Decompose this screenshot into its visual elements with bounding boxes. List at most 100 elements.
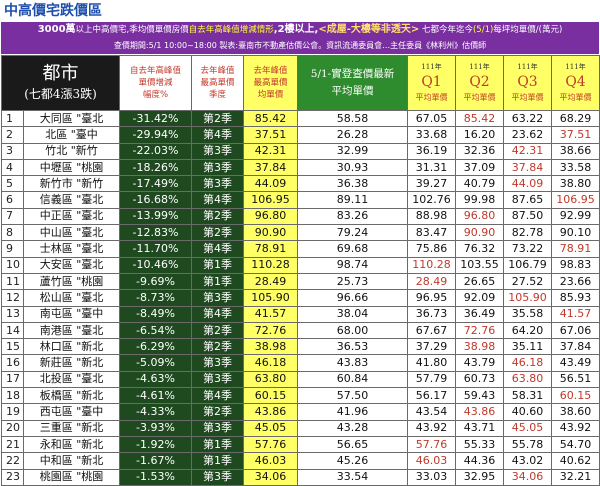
cell-q2: 38.98 bbox=[455, 338, 505, 356]
cell-q1: 28.49 bbox=[407, 272, 457, 291]
header-drop-1: 自去年高峰值 bbox=[130, 66, 182, 76]
cell-idx: 18 bbox=[1, 387, 24, 405]
cell-season: 第4季 bbox=[191, 305, 245, 323]
cell-drop: -4.63% bbox=[119, 370, 193, 389]
cell-q3: 44.09 bbox=[503, 175, 553, 193]
header-peak-2: 最高單價 bbox=[253, 78, 288, 88]
cell-q1: 33.68 bbox=[407, 126, 457, 144]
cell-idx: 2 bbox=[1, 126, 24, 144]
cell-drop: -9.69% bbox=[119, 272, 193, 291]
cell-drop: -13.99% bbox=[119, 207, 193, 226]
cell-name: 大同區 "臺北 bbox=[22, 109, 121, 128]
table-body: 1 大同區 "臺北 -31.42% 第2季 85.42 58.58 67.05 85.42 63… bbox=[1, 109, 600, 486]
banner-line-2: 查價期間:5/1 10:00~18:00 製表:臺南市不動產估價公會。資訊流通委… bbox=[113, 41, 487, 50]
cell-q4: 33.58 bbox=[551, 158, 600, 177]
cell-q4: 60.15 bbox=[551, 387, 600, 405]
cell-q3: 27.52 bbox=[503, 272, 553, 291]
cell-peak: 44.09 bbox=[243, 175, 299, 193]
cell-idx: 10 bbox=[1, 256, 24, 274]
banner-line-1: 3000萬以上中高價宅,季均價單價房價自去年高峰值增減情形,2樓以上,<成屋-大… bbox=[1, 22, 599, 38]
cell-q3: 64.20 bbox=[503, 321, 553, 340]
cell-season: 第3季 bbox=[191, 468, 245, 486]
cell-season: 第3季 bbox=[191, 370, 245, 389]
cell-q1: 110.28 bbox=[407, 256, 457, 274]
cell-drop: -8.73% bbox=[119, 289, 193, 307]
cell-q3: 23.62 bbox=[503, 126, 553, 144]
cell-q1: 67.67 bbox=[407, 321, 457, 340]
cell-name: 三重區 "新北 bbox=[22, 419, 121, 437]
header-city-line2: (七都4漲3跌) bbox=[24, 87, 97, 101]
cell-q4: 32.21 bbox=[551, 468, 600, 486]
table-row: 4 中壢區 "桃園 -18.26% 第3季 37.84 30.93 31.31 37.09 37… bbox=[1, 158, 600, 177]
header-drop-3: 幅度% bbox=[142, 90, 169, 100]
header-q4-unit: 平均單價 bbox=[559, 93, 592, 102]
cell-latest: 79.24 bbox=[297, 224, 409, 242]
cell-season: 第4季 bbox=[191, 387, 245, 405]
cell-peak: 34.06 bbox=[243, 468, 299, 486]
cell-peak: 106.95 bbox=[243, 191, 299, 209]
cell-latest: 36.53 bbox=[297, 338, 409, 356]
header-peak-1: 去年峰值 bbox=[253, 66, 288, 76]
cell-q1: 33.03 bbox=[407, 468, 457, 486]
cell-drop: -4.33% bbox=[119, 403, 193, 421]
price-table: 都市 (七都4漲3跌) 自去年高峰值 單價增減 幅度% 去年峰值 最高單價 季度… bbox=[0, 55, 600, 486]
cell-q2: 60.73 bbox=[455, 370, 505, 389]
cell-name: 中壢區 "桃園 bbox=[22, 158, 121, 177]
cell-q1: 36.73 bbox=[407, 305, 457, 323]
cell-name: 北區 "臺中 bbox=[22, 126, 121, 144]
cell-q3: 35.11 bbox=[503, 338, 553, 356]
cell-q2: 96.80 bbox=[455, 207, 505, 226]
cell-q2: 44.36 bbox=[455, 452, 505, 470]
cell-q1: 102.76 bbox=[407, 191, 457, 209]
cell-peak: 63.80 bbox=[243, 370, 299, 389]
cell-latest: 32.99 bbox=[297, 142, 409, 160]
cell-latest: 33.54 bbox=[297, 468, 409, 486]
header-q2-label: Q2 bbox=[469, 74, 490, 90]
cell-q3: 73.22 bbox=[503, 240, 553, 258]
cell-idx: 12 bbox=[1, 289, 24, 307]
cell-q4: 85.93 bbox=[551, 289, 600, 307]
cell-idx: 9 bbox=[1, 240, 24, 258]
cell-q3: 42.31 bbox=[503, 142, 553, 160]
cell-season: 第1季 bbox=[191, 256, 245, 274]
cell-drop: -4.61% bbox=[119, 387, 193, 405]
header-q2-year: 111年 bbox=[469, 63, 490, 71]
cell-q2: 16.20 bbox=[455, 126, 505, 144]
cell-season: 第3季 bbox=[191, 354, 245, 372]
cell-q2: 37.09 bbox=[455, 158, 505, 177]
cell-q3: 87.65 bbox=[503, 191, 553, 209]
cell-q4: 41.57 bbox=[551, 305, 600, 323]
cell-name: 松山區 "臺北 bbox=[22, 289, 121, 307]
cell-drop: -6.29% bbox=[119, 338, 193, 356]
banner-highlight: 自去年高峰值增減情形 bbox=[188, 25, 274, 35]
cell-drop: -5.09% bbox=[119, 354, 193, 372]
cell-drop: -12.83% bbox=[119, 224, 193, 242]
cell-peak: 60.15 bbox=[243, 387, 299, 405]
cell-q2: 85.42 bbox=[455, 109, 505, 128]
cell-season: 第2季 bbox=[191, 109, 245, 128]
cell-peak: 110.28 bbox=[243, 256, 299, 274]
cell-q2: 43.71 bbox=[455, 419, 505, 437]
header-latest: 5/1-實登查價最新 平均單價 bbox=[297, 55, 409, 111]
cell-season: 第2季 bbox=[191, 403, 245, 421]
cell-season: 第4季 bbox=[191, 191, 245, 209]
table-row: 19 西屯區 "臺中 -4.33% 第2季 43.86 41.96 43.54 43.86 40… bbox=[1, 403, 600, 421]
cell-q2: 43.86 bbox=[455, 403, 505, 421]
table-row: 7 中正區 "臺北 -13.99% 第2季 96.80 83.26 88.98 96.80 87… bbox=[1, 207, 600, 226]
cell-name: 新莊區 "新北 bbox=[22, 354, 121, 372]
cell-q1: 56.17 bbox=[407, 387, 457, 405]
cell-q2: 90.90 bbox=[455, 224, 505, 242]
cell-q1: 41.80 bbox=[407, 354, 457, 372]
cell-drop: -1.67% bbox=[119, 452, 193, 470]
table-row: 1 大同區 "臺北 -31.42% 第2季 85.42 58.58 67.05 85.42 63… bbox=[1, 109, 600, 128]
cell-season: 第4季 bbox=[191, 126, 245, 144]
cell-idx: 5 bbox=[1, 175, 24, 193]
cell-q2: 99.98 bbox=[455, 191, 505, 209]
cell-q3: 34.06 bbox=[503, 468, 553, 486]
cell-latest: 57.50 bbox=[297, 387, 409, 405]
cell-drop: -10.46% bbox=[119, 256, 193, 274]
cell-latest: 26.28 bbox=[297, 126, 409, 144]
cell-q4: 23.66 bbox=[551, 272, 600, 291]
cell-q1: 39.27 bbox=[407, 175, 457, 193]
cell-name: 竹北 "新竹 bbox=[22, 142, 121, 160]
